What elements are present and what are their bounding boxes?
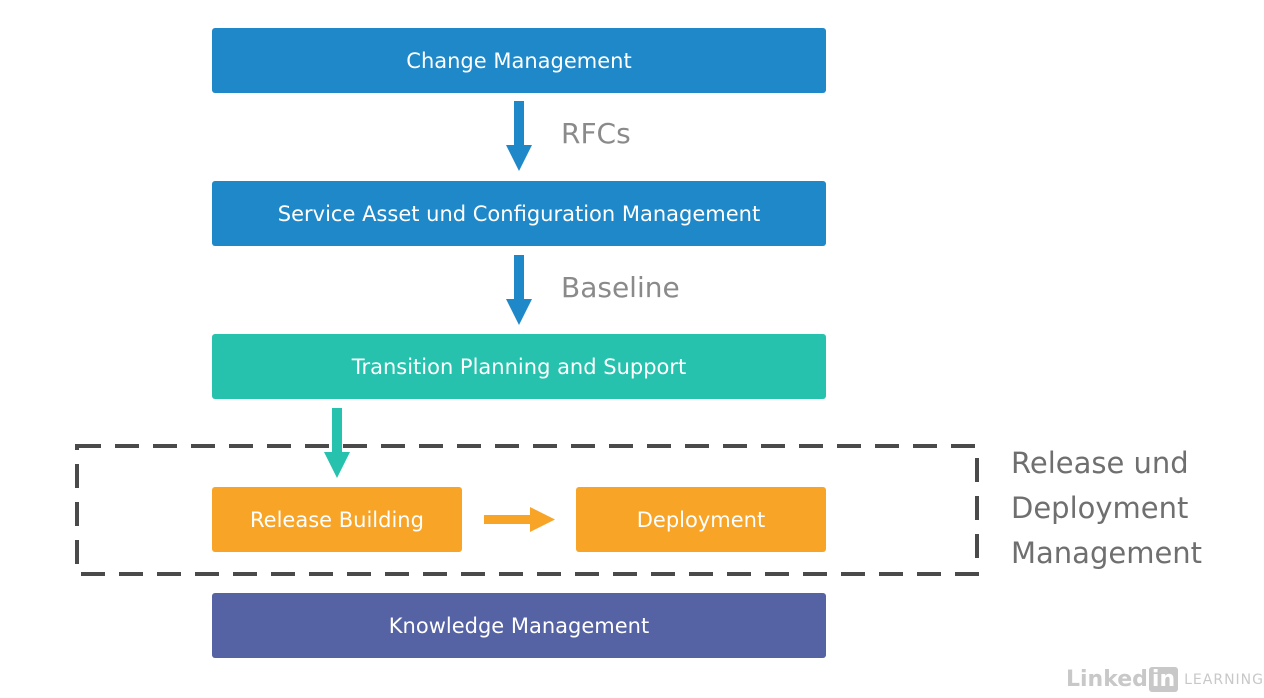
change-management-node: Change Management	[212, 28, 826, 93]
release-building-label: Release Building	[250, 507, 424, 532]
rfcs-edge-label: RFCs	[561, 117, 631, 150]
watermark-in-logo: in	[1148, 667, 1179, 692]
arrow-transition-to-release	[324, 408, 350, 478]
service-asset-node: Service Asset und Configuration Manageme…	[212, 181, 826, 246]
release-building-node: Release Building	[212, 487, 462, 552]
arrow-release-to-deployment	[484, 507, 555, 532]
knowledge-management-node: Knowledge Management	[212, 593, 826, 658]
change-management-label: Change Management	[406, 48, 632, 73]
baseline-edge-label: Baseline	[561, 271, 680, 304]
watermark-learning-text: LEARNING	[1184, 671, 1264, 688]
arrow-rfcs	[506, 101, 532, 171]
deployment-node: Deployment	[576, 487, 826, 552]
transition-planning-node: Transition Planning and Support	[212, 334, 826, 399]
service-asset-label: Service Asset und Configuration Manageme…	[277, 201, 761, 226]
release-deployment-group-frame	[75, 444, 979, 576]
release-deployment-group-label: Release und Deployment Management	[1011, 446, 1203, 570]
watermark-linked-text: Linked	[1065, 667, 1148, 692]
linkedin-learning-watermark: Linked in LEARNING	[1066, 667, 1264, 692]
knowledge-management-label: Knowledge Management	[388, 613, 650, 638]
transition-planning-label: Transition Planning and Support	[351, 354, 687, 379]
deployment-label: Deployment	[636, 507, 766, 532]
arrow-baseline	[506, 255, 532, 325]
